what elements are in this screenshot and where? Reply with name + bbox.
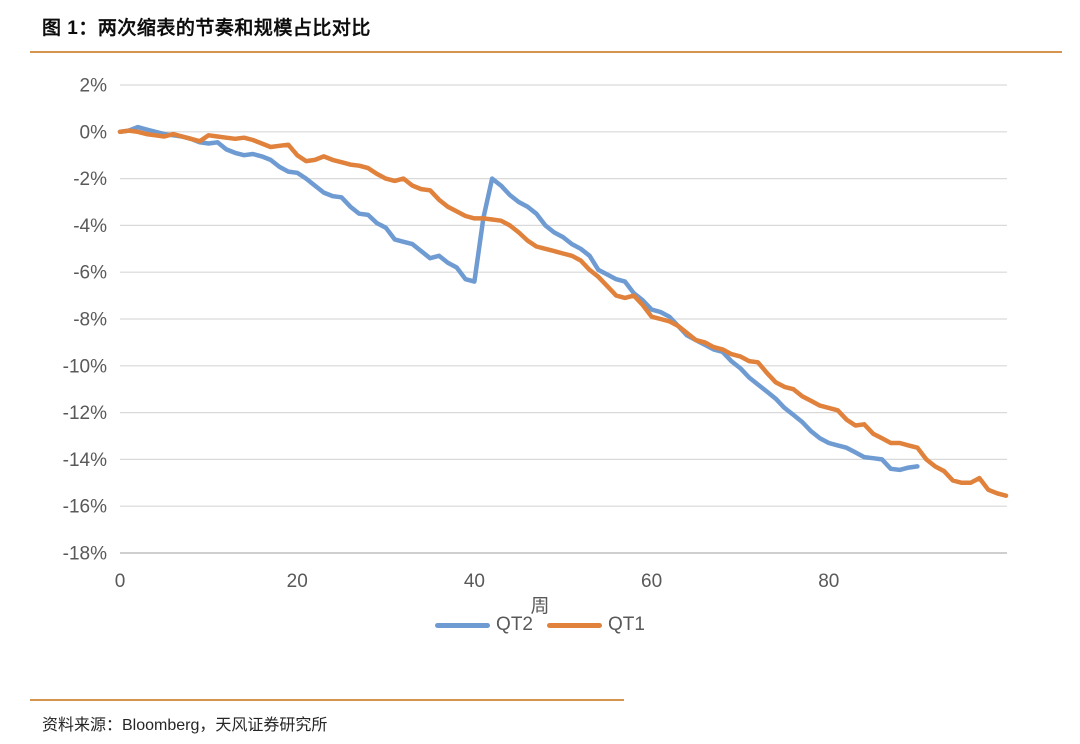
y-tick-label: -14% <box>63 450 107 471</box>
x-tick-label: 0 <box>115 571 126 592</box>
legend-item-qt1: QT1 <box>547 614 645 636</box>
source-text: 资料来源：Bloomberg，天风证券研究所 <box>42 717 328 734</box>
y-tick-label: -16% <box>63 497 107 518</box>
x-tick-label: 80 <box>818 571 839 592</box>
y-tick-label: -2% <box>73 169 107 190</box>
series-line-qt1 <box>117 128 1009 498</box>
y-tick-label: 0% <box>80 122 108 143</box>
legend: QT2 QT1 <box>0 614 1080 636</box>
x-tick-label: 60 <box>641 571 662 592</box>
x-tick-label: 40 <box>464 571 485 592</box>
line-chart: 2% 0% -2% -4% -6% -8% -10% -12% -14% -16% -18% 0 20 4… <box>63 76 1009 592</box>
y-tick-label: -6% <box>73 263 107 284</box>
qt2-legend-label: QT2 <box>496 614 533 635</box>
y-tick-label: -10% <box>63 356 107 377</box>
qt1-line-swatch <box>547 622 602 628</box>
x-tick-label: 20 <box>287 571 308 592</box>
y-tick-label: -8% <box>73 310 107 331</box>
y-tick-label: -12% <box>63 403 107 424</box>
qt2-line-swatch <box>435 622 491 628</box>
series-line-qt2 <box>117 124 920 473</box>
qt1-legend-label: QT1 <box>608 614 645 635</box>
title-divider <box>30 51 1062 53</box>
source-divider <box>30 699 624 701</box>
x-axis-title: 周 <box>530 596 550 617</box>
y-tick-label: 2% <box>80 76 108 97</box>
figure-title: 图 1：两次缩表的节奏和规模占比对比 <box>42 18 371 39</box>
y-tick-label: -4% <box>73 216 107 237</box>
legend-item-qt2: QT2 <box>435 614 533 636</box>
y-tick-label: -18% <box>63 544 107 565</box>
